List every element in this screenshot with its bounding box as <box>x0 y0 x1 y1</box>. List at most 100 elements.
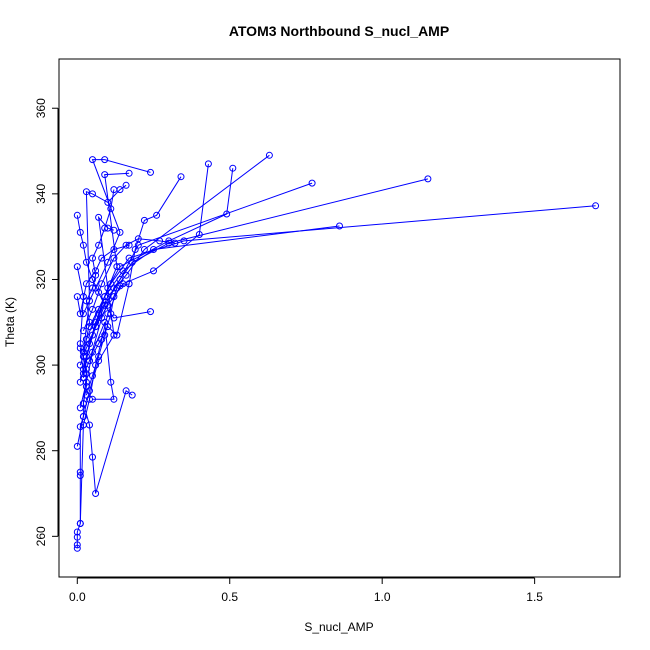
data-point <box>125 241 133 249</box>
y-tick-label: 280 <box>34 440 48 460</box>
data-point <box>76 340 84 348</box>
data-point <box>73 263 81 271</box>
data-point <box>89 190 96 198</box>
data-point <box>86 297 93 305</box>
data-point <box>73 541 81 549</box>
data-point <box>79 413 87 420</box>
y-tick-label: 340 <box>34 184 48 204</box>
data-point <box>79 327 87 335</box>
data-point <box>82 280 90 288</box>
chart-title: ATOM3 Northbound S_nucl_AMP <box>229 23 449 39</box>
data-point <box>92 490 100 497</box>
data-point <box>95 340 103 348</box>
data-point <box>223 210 231 218</box>
x-axis-label: S_nucl_AMP <box>304 620 373 634</box>
data-point <box>110 246 118 253</box>
data-point <box>156 237 164 245</box>
series-line-19 <box>79 283 130 376</box>
data-point <box>73 528 81 536</box>
data-point <box>76 228 84 236</box>
data-point <box>73 533 81 541</box>
data-point <box>592 202 600 210</box>
series-line-13 <box>79 172 130 383</box>
data-point <box>140 246 148 253</box>
data-point <box>134 235 142 243</box>
data-point <box>89 372 96 380</box>
data-point <box>110 293 118 301</box>
data-point <box>79 241 87 249</box>
data-point <box>76 310 84 318</box>
data-point <box>82 378 90 386</box>
series-line-12 <box>82 159 151 314</box>
data-point <box>107 310 115 318</box>
data-point <box>82 391 90 399</box>
x-tick-label: 0.5 <box>221 590 238 604</box>
data-point <box>92 323 100 331</box>
data-point <box>101 171 109 179</box>
series-line-7 <box>85 154 270 357</box>
data-point <box>125 280 133 288</box>
data-point <box>265 151 273 159</box>
data-point <box>107 378 115 386</box>
y-tick-label: 300 <box>34 355 48 375</box>
data-point <box>89 305 96 313</box>
data-point <box>104 224 112 232</box>
data-point <box>101 156 109 164</box>
series-line-15 <box>76 215 115 447</box>
data-point <box>229 164 237 172</box>
data-point <box>89 453 96 461</box>
x-tick-label: 1.0 <box>374 590 391 604</box>
data-point <box>73 544 81 552</box>
data-point <box>76 472 84 479</box>
series-line-9 <box>89 178 429 361</box>
data-point <box>79 370 87 378</box>
data-point <box>73 211 81 219</box>
data-point <box>89 395 96 403</box>
data-point <box>122 387 130 395</box>
data-point <box>147 308 154 316</box>
data-point <box>86 421 93 429</box>
y-axis-label: Theta (K) <box>3 297 17 347</box>
data-point <box>147 168 154 176</box>
x-tick-label: 0.0 <box>69 590 86 604</box>
data-point <box>140 216 148 224</box>
data-point <box>82 335 90 343</box>
series-line-20 <box>85 287 118 396</box>
data-point <box>116 186 124 194</box>
y-tick-label: 360 <box>34 98 48 118</box>
data-point <box>82 188 90 196</box>
data-point <box>92 267 100 275</box>
data-point <box>101 293 109 301</box>
data-point <box>150 246 157 253</box>
data-point <box>95 353 103 360</box>
data-point <box>76 520 84 527</box>
y-tick-label: 320 <box>34 269 48 289</box>
data-point <box>107 205 115 213</box>
data-point <box>336 222 343 230</box>
data-point <box>104 198 112 206</box>
data-point <box>89 254 96 262</box>
series-line-17 <box>82 238 175 331</box>
data-point <box>98 280 106 288</box>
data-point <box>153 211 161 219</box>
data-point <box>122 181 130 189</box>
data-point <box>95 213 103 221</box>
data-point <box>89 156 96 164</box>
plot-frame <box>58 58 621 578</box>
data-point <box>86 357 93 365</box>
data-point <box>98 254 106 262</box>
x-tick-label: 1.5 <box>526 590 543 604</box>
data-point <box>73 442 81 450</box>
series-line-16 <box>79 322 115 409</box>
data-point <box>125 169 133 177</box>
data-point <box>76 468 84 476</box>
data-point <box>204 160 212 168</box>
data-point <box>424 175 432 183</box>
data-point <box>82 258 90 266</box>
data-point <box>116 228 124 236</box>
data-point <box>119 267 127 275</box>
data-point <box>177 173 185 181</box>
data-point <box>110 395 118 403</box>
